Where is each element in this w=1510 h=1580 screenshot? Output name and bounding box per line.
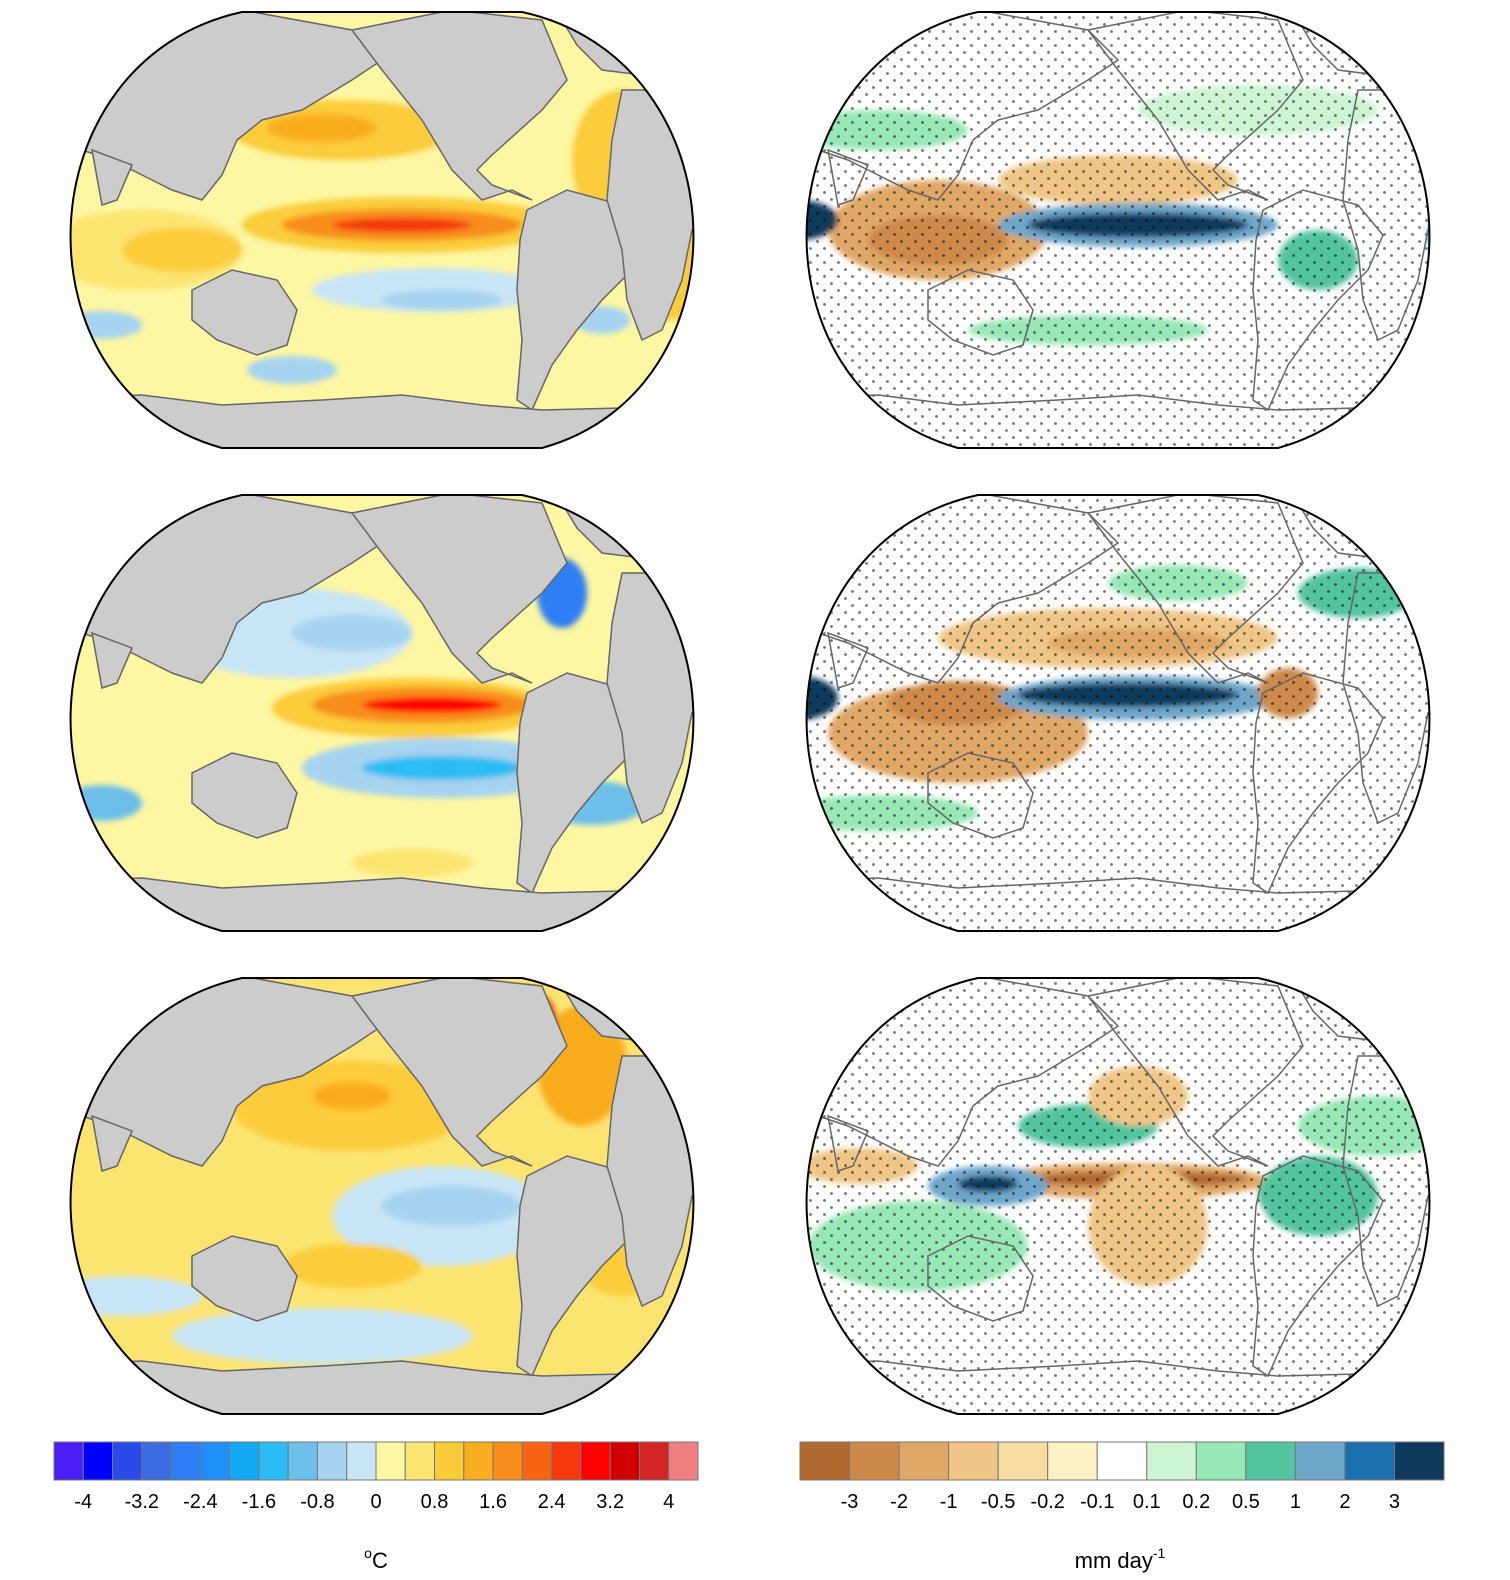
sst-colorbar: -4 -3.2 -2.4 -1.6 -0.8 0 0.8 1.6 2.4 3.2 4	[53, 1441, 699, 1513]
sst-swatch	[551, 1441, 582, 1481]
sst-swatch	[229, 1441, 260, 1481]
sst-tick-label: -0.8	[300, 1491, 334, 1513]
sst-tick-label: 1.6	[479, 1491, 507, 1513]
precip-tick-label: -3	[841, 1491, 859, 1513]
sst-swatch	[141, 1441, 172, 1481]
sst-tick-label: 4	[663, 1491, 674, 1513]
precip-tick-label: -0.2	[1030, 1491, 1064, 1513]
precip-tick-label: -1	[940, 1491, 958, 1513]
sst-tick-label: 0.8	[421, 1491, 449, 1513]
precip-map-3	[805, 977, 1431, 1415]
precip-tick-label: -2	[890, 1491, 908, 1513]
precip-unit-base: mm day	[1075, 1548, 1153, 1573]
sst-swatch	[287, 1441, 318, 1481]
sst-swatch	[492, 1441, 523, 1481]
precip-tick-label: 0.5	[1232, 1491, 1260, 1513]
sst-swatch	[404, 1441, 436, 1481]
sst-tick-label: 3.2	[596, 1491, 624, 1513]
sst-swatch	[375, 1441, 406, 1481]
precip-swatch	[1096, 1441, 1148, 1481]
precip-unit-sup: -1	[1153, 1545, 1166, 1561]
precip-tick-label: 2	[1339, 1491, 1350, 1513]
precip-map-2	[805, 494, 1431, 932]
sst-map-3	[69, 977, 695, 1415]
sst-map-2	[69, 494, 695, 932]
precip-swatch	[1195, 1441, 1247, 1481]
precip-tick-label: 3	[1389, 1491, 1400, 1513]
sst-swatch	[53, 1441, 84, 1481]
precip-swatch	[1146, 1441, 1197, 1481]
sst-tick-label: -1.6	[242, 1491, 276, 1513]
sst-tick-label: -2.4	[183, 1491, 217, 1513]
precip-swatch	[997, 1441, 1049, 1481]
sst-swatch	[258, 1441, 289, 1481]
sst-swatch	[609, 1441, 640, 1481]
sst-swatch	[170, 1441, 201, 1481]
sst-tick-label: -3.2	[125, 1491, 159, 1513]
sst-unit-degree: o	[364, 1545, 372, 1561]
sst-swatch	[521, 1441, 553, 1481]
precip-swatch	[898, 1441, 950, 1481]
sst-colorbar-unit: oC	[364, 1545, 388, 1573]
sst-swatch	[463, 1441, 494, 1481]
sst-swatch	[668, 1441, 699, 1481]
sst-swatch	[638, 1441, 670, 1481]
precip-swatch	[1393, 1441, 1445, 1481]
sst-swatch	[112, 1441, 143, 1481]
sst-tick-label: 2.4	[538, 1491, 566, 1513]
sst-tick-label: -4	[74, 1491, 92, 1513]
precip-swatch	[1344, 1441, 1395, 1481]
precip-tick-label: -0.1	[1080, 1491, 1114, 1513]
precip-map-1	[805, 11, 1431, 449]
sst-panels	[69, 11, 695, 1415]
precip-swatch	[948, 1441, 999, 1481]
precip-swatch	[1294, 1441, 1346, 1481]
sst-map-1	[69, 11, 695, 449]
precip-swatch	[799, 1441, 851, 1481]
sst-swatch	[82, 1441, 114, 1481]
precip-swatch	[1245, 1441, 1296, 1481]
precip-colorbar-unit: mm day-1	[1075, 1545, 1166, 1573]
precip-tick-label: 0.2	[1182, 1491, 1210, 1513]
precip-swatch	[849, 1441, 900, 1481]
sst-swatch	[199, 1441, 231, 1481]
precip-colorbar: -3 -2 -1 -0.5 -0.2 -0.1 0.1 0.2 0.5 1 2 3	[799, 1441, 1445, 1513]
sst-swatch	[316, 1441, 348, 1481]
sst-swatch	[580, 1441, 611, 1481]
precip-tick-label: -0.5	[981, 1491, 1015, 1513]
sst-unit-letter: C	[372, 1548, 388, 1573]
precip-panels	[805, 11, 1431, 1415]
sst-tick-label: 0	[370, 1491, 381, 1513]
precip-tick-label: 0.1	[1133, 1491, 1161, 1513]
sst-swatch	[434, 1441, 465, 1481]
precip-tick-label: 1	[1290, 1491, 1301, 1513]
precip-swatch	[1047, 1441, 1098, 1481]
sst-swatch	[346, 1441, 377, 1481]
